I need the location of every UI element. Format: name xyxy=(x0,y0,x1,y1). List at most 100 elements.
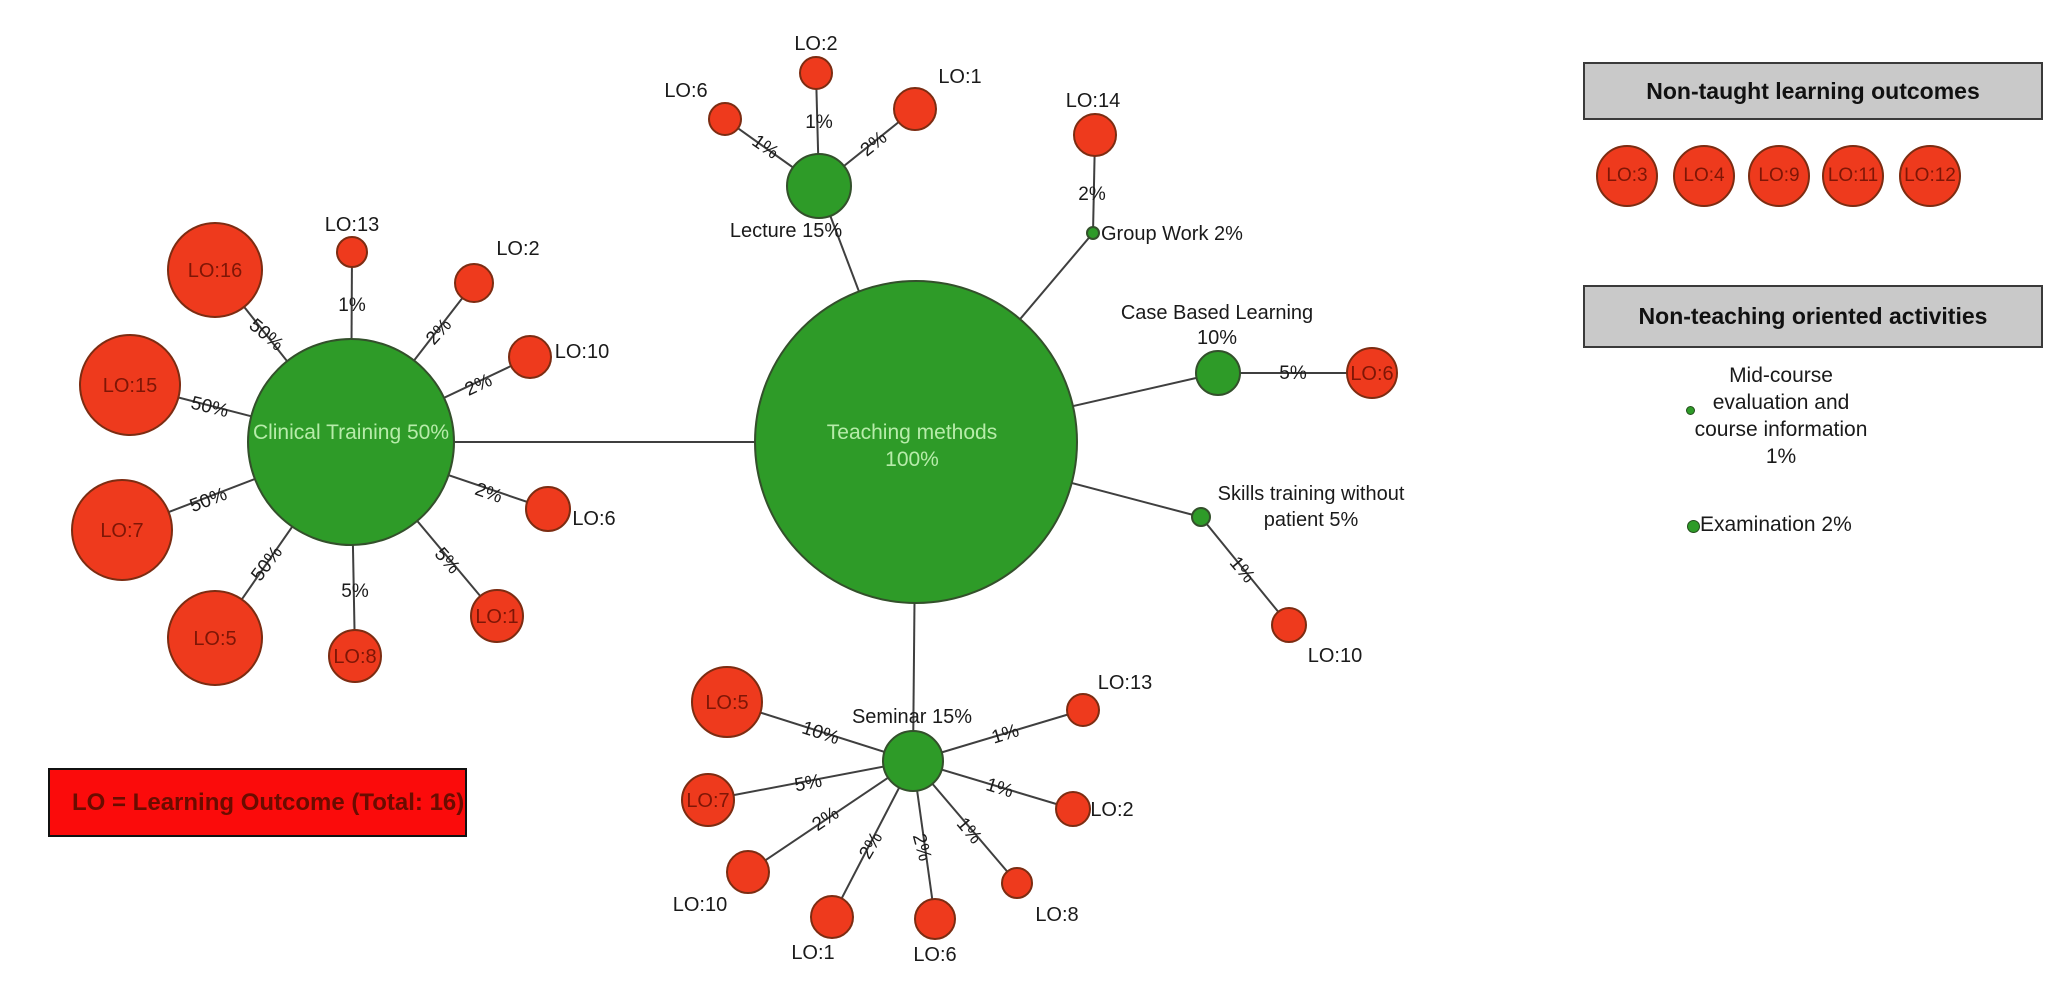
edge-skills-sk_lo10 xyxy=(1200,516,1290,626)
midcourse-evaluation-label: Mid-course evaluation and course informa… xyxy=(1694,364,1868,468)
non-teaching-activities-header: Non-teaching oriented activities xyxy=(1583,285,2043,348)
node-teaching xyxy=(754,280,1078,604)
label-se_lo13: LO:13 xyxy=(1098,672,1152,694)
label-lec_lo6: LO:6 xyxy=(664,80,707,102)
lo-abbreviation-note-box: LO = Learning Outcome (Total: 16) xyxy=(48,768,467,837)
label-skills: Skills training without patient 5% xyxy=(1218,483,1405,531)
node-se_lo10 xyxy=(726,850,770,894)
edge-percent-label: 1% xyxy=(989,720,1022,748)
edge-percent-label: 2% xyxy=(472,479,505,508)
node-gw_lo14 xyxy=(1073,113,1117,157)
label-cl_lo7: LO:7 xyxy=(100,520,143,542)
label-cl_lo2: LO:2 xyxy=(496,238,539,260)
edge-percent-label: 50% xyxy=(189,393,231,423)
node-se_lo1 xyxy=(810,895,854,939)
edge-percent-label: 1% xyxy=(983,774,1016,802)
edge-percent-label: 50% xyxy=(187,484,230,517)
edge-percent-label: 2% xyxy=(462,370,496,401)
label-clinical: Clinical Training 50% xyxy=(253,421,449,444)
node-lec_lo6 xyxy=(708,102,742,136)
node-se_lo8 xyxy=(1001,867,1033,899)
node-cl_lo13 xyxy=(336,236,368,268)
label-cl_lo5: LO:5 xyxy=(193,628,236,650)
edge-percent-label: 1% xyxy=(952,814,986,849)
node-cl_lo2 xyxy=(454,263,494,303)
edge-percent-label: 1% xyxy=(748,131,783,164)
node-cb_lo6 xyxy=(1346,347,1398,399)
edge-percent-label: 2% xyxy=(809,803,844,836)
label-se_lo10: LO:10 xyxy=(673,894,727,916)
node-se_lo13 xyxy=(1066,693,1100,727)
node-cl_lo1 xyxy=(470,589,524,643)
edge-seminar-se_lo10 xyxy=(747,760,914,873)
edge-seminar-se_lo7 xyxy=(707,760,914,801)
node-cl_lo10 xyxy=(508,335,552,379)
midcourse-bullet-dot xyxy=(1686,406,1695,415)
node-cl_lo15 xyxy=(79,334,181,436)
label-seminar: Seminar 15% xyxy=(852,706,972,728)
label-cl_lo10: LO:10 xyxy=(555,341,609,363)
label-groupwork: Group Work 2% xyxy=(1101,223,1243,245)
edge-percent-label: 50% xyxy=(245,315,288,356)
label-lec_lo1: LO:1 xyxy=(938,66,981,88)
edge-percent-label: 10% xyxy=(799,718,842,750)
node-seminar xyxy=(882,730,944,792)
label-lecture: Lecture 15% xyxy=(730,220,843,242)
label-se_lo1: LO:1 xyxy=(791,942,834,964)
edge-percent-label: 5% xyxy=(793,771,824,797)
label-cl_lo15: LO:15 xyxy=(103,375,157,397)
node-skills xyxy=(1191,507,1211,527)
examination-label: Examination 2% xyxy=(1700,513,1852,536)
edge-percent-label: 1% xyxy=(805,112,833,133)
node-cl_lo8 xyxy=(328,629,382,683)
label-cl_lo8: LO:8 xyxy=(333,646,376,668)
label-cl_lo1: LO:1 xyxy=(475,606,518,628)
node-casebased xyxy=(1195,350,1241,396)
label-cl_lo13: LO:13 xyxy=(325,214,379,236)
node-cl_lo5 xyxy=(167,590,263,686)
edge-percent-label: 1% xyxy=(338,295,366,316)
non-taught-outcome-lo11: LO:11 xyxy=(1822,145,1884,207)
edge-percent-label: 2% xyxy=(1078,184,1106,205)
edge-percent-label: 2% xyxy=(855,829,887,863)
edge-percent-label: 50% xyxy=(247,542,287,585)
non-taught-outcome-lo12: LO:12 xyxy=(1899,145,1961,207)
non-taught-outcome-lo4: LO:4 xyxy=(1673,145,1735,207)
label-gw_lo14: LO:14 xyxy=(1066,90,1120,112)
label-cl_lo6: LO:6 xyxy=(572,508,615,530)
node-groupwork xyxy=(1086,226,1100,240)
node-se_lo2 xyxy=(1055,791,1091,827)
label-casebased: Case Based Learning 10% xyxy=(1121,302,1313,349)
label-lec_lo2: LO:2 xyxy=(794,33,837,55)
node-se_lo5 xyxy=(691,666,763,738)
label-se_lo2: LO:2 xyxy=(1090,799,1133,821)
non-taught-outcome-lo9: LO:9 xyxy=(1748,145,1810,207)
label-se_lo6: LO:6 xyxy=(913,944,956,966)
non-taught-outcome-lo3: LO:3 xyxy=(1596,145,1658,207)
node-lec_lo1 xyxy=(893,87,937,131)
node-sk_lo10 xyxy=(1271,607,1307,643)
node-lecture xyxy=(786,153,852,219)
node-cl_lo16 xyxy=(167,222,263,318)
label-cl_lo16: LO:16 xyxy=(188,260,242,282)
edge-percent-label: 2% xyxy=(908,831,935,863)
node-lec_lo2 xyxy=(799,56,833,90)
label-cb_lo6: LO:6 xyxy=(1350,363,1393,385)
non-taught-outcomes-header: Non-taught learning outcomes xyxy=(1583,62,2043,120)
label-se_lo5: LO:5 xyxy=(705,692,748,714)
label-sk_lo10: LO:10 xyxy=(1308,645,1362,667)
label-se_lo8: LO:8 xyxy=(1035,904,1078,926)
node-se_lo6 xyxy=(914,898,956,940)
edge-percent-label: 5% xyxy=(430,544,464,579)
edge-percent-label: 5% xyxy=(341,581,369,602)
examination-bullet-dot xyxy=(1687,520,1700,533)
node-cl_lo6 xyxy=(525,486,571,532)
node-cl_lo7 xyxy=(71,479,173,581)
label-se_lo7: LO:7 xyxy=(686,790,729,812)
node-se_lo7 xyxy=(681,773,735,827)
edge-percent-label: 5% xyxy=(1279,363,1307,384)
label-teaching: Teaching methods 100% xyxy=(827,421,997,471)
node-clinical xyxy=(247,338,455,546)
